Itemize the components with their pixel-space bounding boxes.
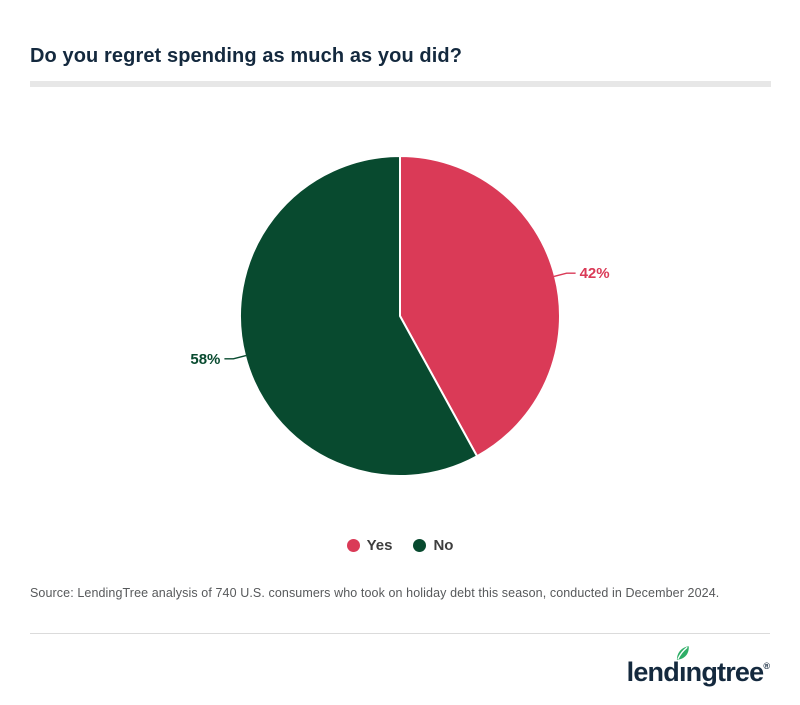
legend-item-yes: Yes [346,537,393,554]
legend-label-no: No [433,537,454,554]
source-note: Source: LendingTree analysis of 740 U.S.… [30,586,720,600]
logo-letter-i: ı [676,646,689,687]
title-underline-bar [30,81,771,87]
logo-text-before: lend [626,657,680,687]
chart-title: Do you regret spending as much as you di… [30,45,463,67]
logo-text-after: ngtree [685,657,765,687]
pie-value-label-no: 58% [190,351,220,368]
pie-value-label-yes: 42% [580,265,610,282]
label-leader-line-yes [553,272,576,278]
legend-dot-no [413,539,427,552]
footer-divider [30,633,770,634]
chart-legend: Yes No [0,537,800,554]
leaf-icon [676,646,689,660]
pie-chart: 42% 58% [190,155,610,477]
label-leader-line-no [224,354,247,360]
logo-text-i: ı [678,657,686,687]
lendingtree-logo: lend ıngtree® [626,646,770,687]
legend-dot-yes [346,539,360,552]
registered-mark: ® [763,661,770,671]
legend-label-yes: Yes [366,537,393,554]
legend-item-no: No [413,537,453,554]
